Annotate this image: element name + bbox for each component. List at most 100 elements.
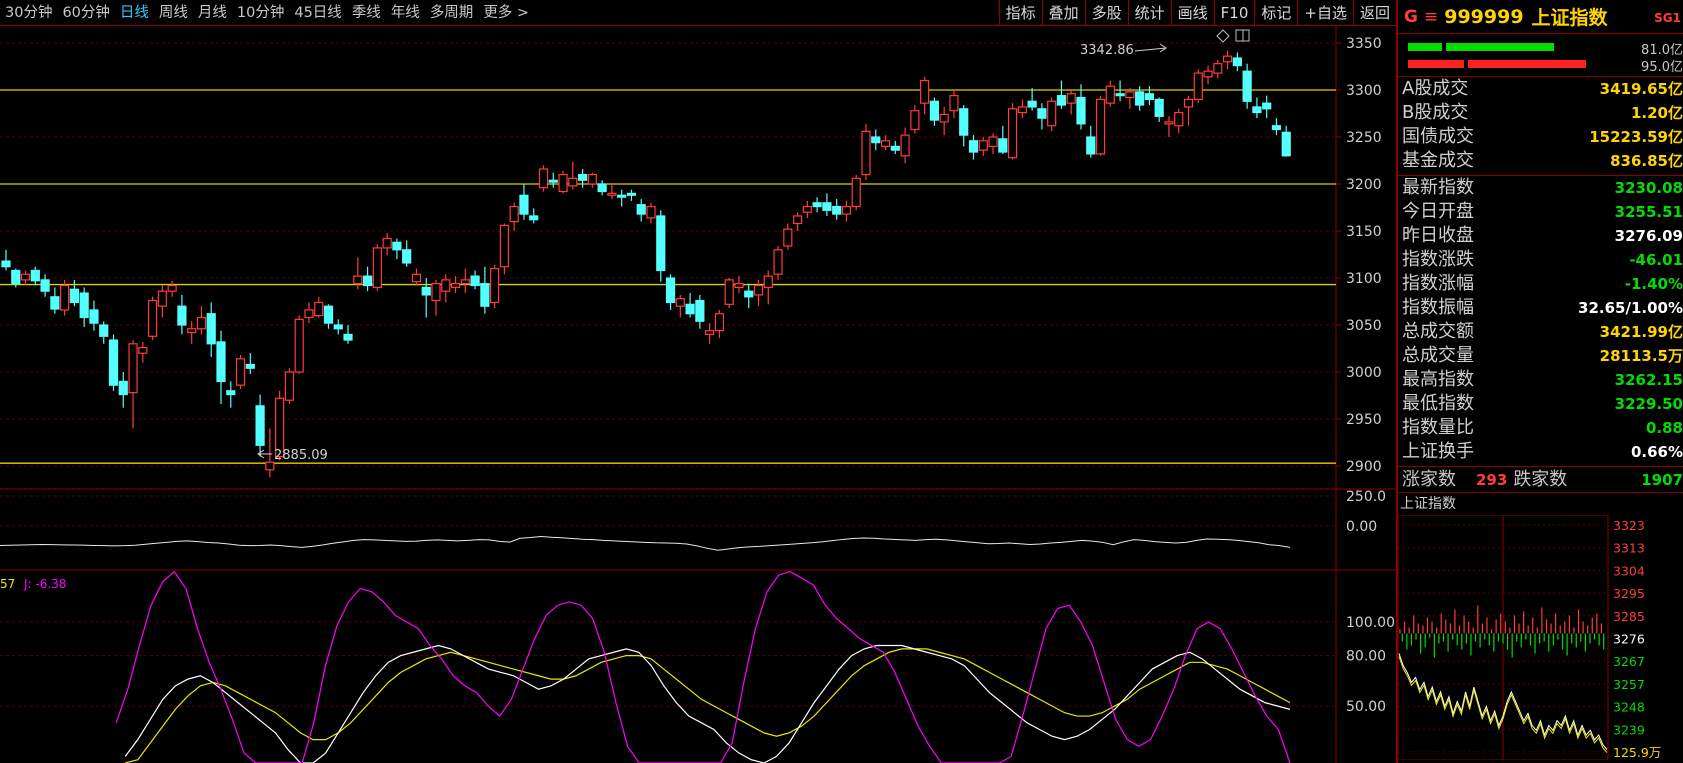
candle-body[interactable] [118, 380, 128, 396]
candle-body[interactable] [880, 140, 891, 148]
candle-body[interactable] [920, 79, 930, 104]
candle-body[interactable] [1027, 100, 1037, 108]
candle-body[interactable] [988, 136, 998, 147]
candle-body[interactable] [568, 177, 578, 187]
candle-body[interactable] [783, 228, 793, 247]
period-tab-2[interactable]: 日线 [119, 5, 149, 21]
candle-body[interactable] [343, 333, 353, 341]
candle-body[interactable] [871, 136, 881, 144]
candle-body[interactable] [841, 205, 852, 215]
candle-body[interactable] [861, 130, 871, 176]
candle-body[interactable] [968, 140, 979, 153]
tool-button-7[interactable]: +自选 [1297, 0, 1353, 26]
candle-body[interactable] [646, 205, 656, 219]
candle-body[interactable] [1222, 55, 1233, 63]
candle-body[interactable] [255, 405, 265, 446]
candle-body[interactable] [490, 268, 500, 304]
candle-body[interactable] [157, 290, 167, 307]
g-badge[interactable]: G [1404, 6, 1418, 27]
candle-body[interactable] [675, 298, 685, 307]
candle-body[interactable] [1242, 70, 1252, 102]
candle-body[interactable] [509, 205, 519, 223]
tool-button-3[interactable]: 统计 [1127, 0, 1171, 26]
candle-body[interactable] [431, 283, 441, 302]
candle-body[interactable] [763, 275, 773, 288]
candle-body[interactable] [1056, 95, 1067, 106]
candle-body[interactable] [617, 194, 627, 198]
candle-body[interactable] [1262, 102, 1272, 110]
candle-body[interactable] [890, 145, 900, 151]
candle-body[interactable] [304, 309, 314, 319]
candle-body[interactable] [773, 249, 783, 275]
candle-body[interactable] [30, 269, 40, 282]
candle-body[interactable] [1281, 131, 1291, 157]
candle-body[interactable] [411, 273, 422, 283]
candle-body[interactable] [607, 192, 617, 196]
candle-body[interactable] [362, 275, 373, 287]
candle-body[interactable] [685, 303, 695, 315]
candle-body[interactable] [558, 174, 568, 193]
candle-body[interactable] [275, 397, 285, 458]
period-tab-6[interactable]: 45日线 [294, 5, 342, 21]
period-tab-0[interactable]: 30分钟 [5, 5, 53, 21]
candle-body[interactable] [959, 108, 969, 136]
diamond-icon[interactable] [1216, 29, 1230, 43]
candle-body[interactable] [1144, 93, 1155, 101]
period-tab-9[interactable]: 多周期 [429, 5, 474, 21]
menu-icon[interactable]: ≡ [1423, 6, 1439, 27]
candle-body[interactable] [597, 183, 607, 193]
period-tab-5[interactable]: 10分钟 [236, 5, 285, 21]
candle-body[interactable] [929, 100, 940, 121]
tool-button-8[interactable]: 返回 [1352, 0, 1396, 26]
candle-body[interactable] [548, 179, 558, 183]
candle-body[interactable] [851, 177, 861, 208]
candle-body[interactable] [1, 260, 11, 268]
candle-body[interactable] [744, 290, 754, 298]
candle-body[interactable] [1232, 57, 1242, 67]
candle-body[interactable] [1252, 106, 1262, 114]
candle-body[interactable] [177, 305, 187, 326]
candle-body[interactable] [949, 95, 959, 112]
candle-body[interactable] [1183, 98, 1194, 108]
candle-body[interactable] [499, 224, 510, 268]
candle-body[interactable] [89, 309, 99, 324]
candle-body[interactable] [577, 174, 588, 181]
candle-body[interactable] [226, 390, 236, 396]
sg-badge[interactable]: SG1 [1654, 11, 1681, 25]
tool-button-1[interactable]: 叠加 [1041, 0, 1085, 26]
candle-body[interactable] [1115, 93, 1125, 97]
candle-body[interactable] [235, 358, 246, 386]
candle-body[interactable] [900, 134, 910, 157]
candle-body[interactable] [20, 273, 31, 281]
candle-body[interactable] [206, 313, 216, 345]
candle-body[interactable] [1007, 108, 1018, 159]
period-tab-3[interactable]: 周线 [158, 5, 188, 21]
candle-body[interactable] [636, 204, 646, 215]
candle-body[interactable] [832, 205, 842, 215]
candle-body[interactable] [138, 346, 148, 354]
candle-body[interactable] [812, 202, 822, 208]
candle-body[interactable] [724, 279, 734, 305]
period-tab-1[interactable]: 60分钟 [62, 5, 110, 21]
candle-body[interactable] [128, 343, 138, 394]
kline-chart-canvas[interactable]: 3350 3300 3250 3200 3150 3100 3050 3000 2950 2900… [0, 26, 1396, 763]
tool-button-2[interactable]: 多股 [1084, 0, 1128, 26]
candle-body[interactable] [519, 194, 529, 215]
candle-body[interactable] [392, 241, 402, 251]
candle-body[interactable] [1047, 100, 1057, 127]
candle-body[interactable] [1076, 96, 1086, 125]
candle-body[interactable] [216, 341, 226, 383]
candle-body[interactable] [147, 299, 158, 337]
candle-body[interactable] [50, 296, 60, 310]
period-tab-10[interactable]: 更多 > [483, 5, 530, 21]
candle-body[interactable] [910, 110, 920, 131]
candle-body[interactable] [1213, 63, 1223, 74]
candle-body[interactable] [1203, 70, 1213, 78]
candle-body[interactable] [822, 202, 832, 211]
candle-body[interactable] [480, 283, 490, 307]
candle-body[interactable] [1095, 98, 1106, 155]
candle-body[interactable] [656, 215, 666, 272]
candle-body[interactable] [79, 292, 89, 319]
candle-body[interactable] [372, 247, 382, 288]
candle-body[interactable] [695, 299, 705, 322]
